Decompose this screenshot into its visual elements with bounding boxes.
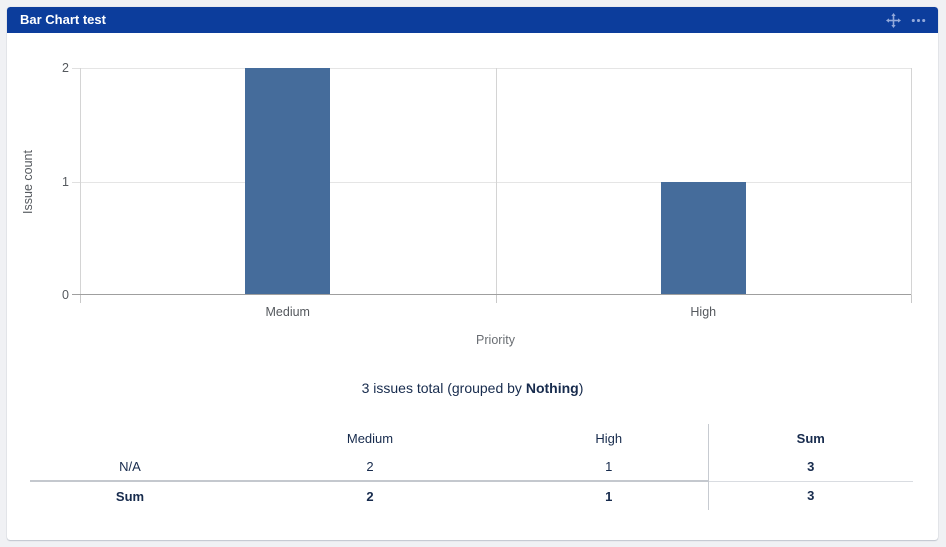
bar-chart: Issue count 0 1 2 Medium High Priority [21,62,912,347]
stats-table: Medium High Sum N/A 2 1 3 Sum 2 1 3 [30,424,913,510]
cell-sum-medium: 2 [230,480,510,510]
x-tick-label: High [690,305,717,319]
col-header-medium: Medium [346,430,394,446]
plot-area: 0 1 2 Medium High [62,62,912,318]
y-axis-title: Issue count [21,149,35,214]
x-axis-line [72,294,911,295]
cell-na-sum: 3 [707,452,913,481]
y-tick [72,68,80,69]
bar-medium[interactable] [245,68,331,295]
table-row-sum: Sum 2 1 3 [30,480,913,510]
x-tick [80,295,81,303]
x-tick [495,295,497,303]
x-tick [911,295,912,303]
col-header-blank [30,424,230,452]
x-gridline [80,68,81,295]
summary-text: 3 issues total (grouped by Nothing) [7,380,938,396]
y-tick-label: 0 [62,287,69,302]
summary-suffix: ) [578,380,584,396]
row-label: N/A [119,458,141,474]
cell-na-medium: 2 [366,458,374,474]
x-gridline [495,68,497,295]
col-header-sum: Sum [707,424,913,452]
summary-prefix: 3 issues total (grouped by [361,380,526,396]
cell-sum-high: 1 [510,480,708,510]
row-label: Sum [30,480,230,510]
x-gridline [911,68,912,295]
summary-group-by: Nothing [525,380,579,396]
gadget-header: Bar Chart test [7,7,938,33]
cell-sum-sum: 3 [707,480,913,510]
table-header-row: Medium High Sum [30,424,913,452]
gadget-header-actions [886,12,926,28]
x-axis-title: Priority [476,333,515,347]
gadget-title: Bar Chart test [20,12,106,27]
cell-na-high: 1 [605,458,613,474]
col-header-high: High [595,430,623,446]
y-tick [72,181,80,183]
gadget-card: Bar Chart test [7,7,938,540]
table-row-na: N/A 2 1 3 [30,452,913,481]
y-tick-label: 2 [62,60,69,75]
y-tick-label: 1 [62,174,69,189]
x-tick-label: Medium [265,305,310,319]
move-icon[interactable] [886,12,901,28]
more-options-icon[interactable] [911,13,926,28]
bar-high[interactable] [660,181,746,295]
